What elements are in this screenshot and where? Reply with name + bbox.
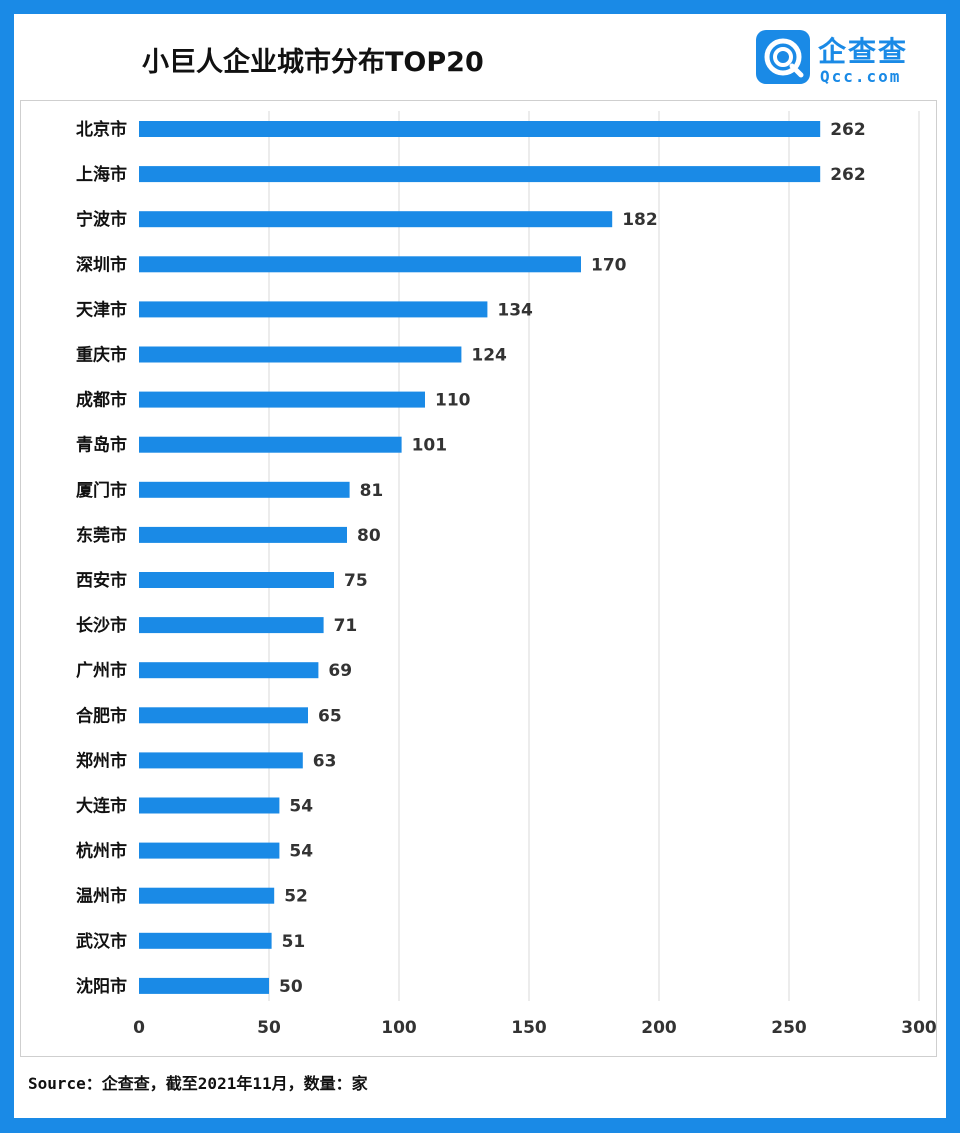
value-label: 54 (289, 797, 313, 817)
value-label: 65 (318, 706, 342, 726)
chart-title: 小巨人企业城市分布TOP20 (142, 47, 484, 78)
category-label: 深圳市 (76, 254, 127, 275)
bar (139, 346, 462, 363)
bar (139, 842, 280, 859)
bar (139, 752, 303, 769)
value-label: 124 (471, 346, 507, 366)
x-tick-label: 0 (133, 1018, 145, 1038)
x-tick-label: 250 (771, 1018, 807, 1038)
x-tick-label: 200 (641, 1018, 677, 1038)
category-label: 西安市 (76, 570, 127, 591)
value-label: 69 (328, 661, 352, 681)
category-label: 长沙市 (76, 615, 127, 636)
bar (139, 707, 308, 724)
value-label: 101 (412, 436, 448, 456)
x-tick-label: 150 (511, 1018, 547, 1038)
category-label: 广州市 (76, 660, 127, 681)
brand-domain: Qcc.com (820, 67, 902, 86)
category-label: 温州市 (76, 886, 127, 907)
category-label: 宁波市 (76, 209, 127, 230)
category-label: 成都市 (76, 390, 127, 411)
category-label: 天津市 (76, 299, 127, 320)
value-label: 262 (830, 165, 866, 185)
category-label: 沈阳市 (76, 976, 127, 997)
bar (139, 256, 581, 273)
category-label: 武汉市 (76, 931, 127, 952)
bar (139, 662, 319, 679)
bar-chart: 0 50 100 150 200 250 300 北京市 262 上海市 262 宁波市 182 深圳市 1… (76, 111, 936, 1038)
value-label: 63 (313, 751, 337, 771)
category-label: 北京市 (76, 119, 127, 140)
category-label: 郑州市 (76, 750, 127, 771)
bar (139, 617, 324, 634)
plot-area: 0 50 100 150 200 250 300 北京市 262 上海市 262 宁波市 182 深圳市 1… (20, 100, 937, 1057)
category-label: 厦门市 (76, 480, 127, 501)
source-note: Source：企查查，截至2021年11月，数量：家 (28, 1074, 368, 1093)
value-label: 71 (334, 616, 358, 636)
category-label: 青岛市 (76, 435, 127, 456)
qcc-logo-icon (756, 30, 810, 84)
bar (139, 211, 613, 228)
value-label: 52 (284, 887, 308, 907)
brand-name: 企查查 (818, 35, 909, 68)
bar (139, 301, 488, 318)
x-tick-label: 50 (257, 1018, 281, 1038)
category-label: 重庆市 (76, 345, 127, 366)
category-label: 杭州市 (76, 841, 127, 862)
category-label: 上海市 (76, 164, 127, 185)
bar (139, 977, 269, 994)
bar (139, 526, 347, 543)
value-label: 182 (622, 210, 658, 230)
bar (139, 121, 821, 137)
value-label: 110 (435, 391, 471, 411)
bar (139, 797, 280, 814)
category-label: 大连市 (76, 796, 127, 817)
x-tick-label: 100 (381, 1018, 417, 1038)
value-label: 51 (282, 932, 306, 952)
bar (139, 436, 402, 453)
category-label: 东莞市 (76, 525, 127, 546)
bar (139, 166, 821, 183)
x-tick-label: 300 (901, 1018, 936, 1038)
value-label: 80 (357, 526, 381, 546)
value-label: 262 (830, 120, 866, 140)
value-label: 54 (289, 842, 313, 862)
value-label: 75 (344, 571, 368, 591)
value-label: 50 (279, 977, 303, 997)
bar (139, 572, 334, 588)
bar (139, 391, 425, 408)
brand-logo: 企查查 Qcc.com (756, 30, 926, 90)
bar (139, 481, 350, 498)
category-label: 合肥市 (76, 705, 127, 726)
bar (139, 932, 272, 949)
bar (139, 887, 275, 904)
value-label: 170 (591, 255, 627, 275)
value-label: 134 (497, 300, 533, 320)
value-label: 81 (360, 481, 384, 501)
